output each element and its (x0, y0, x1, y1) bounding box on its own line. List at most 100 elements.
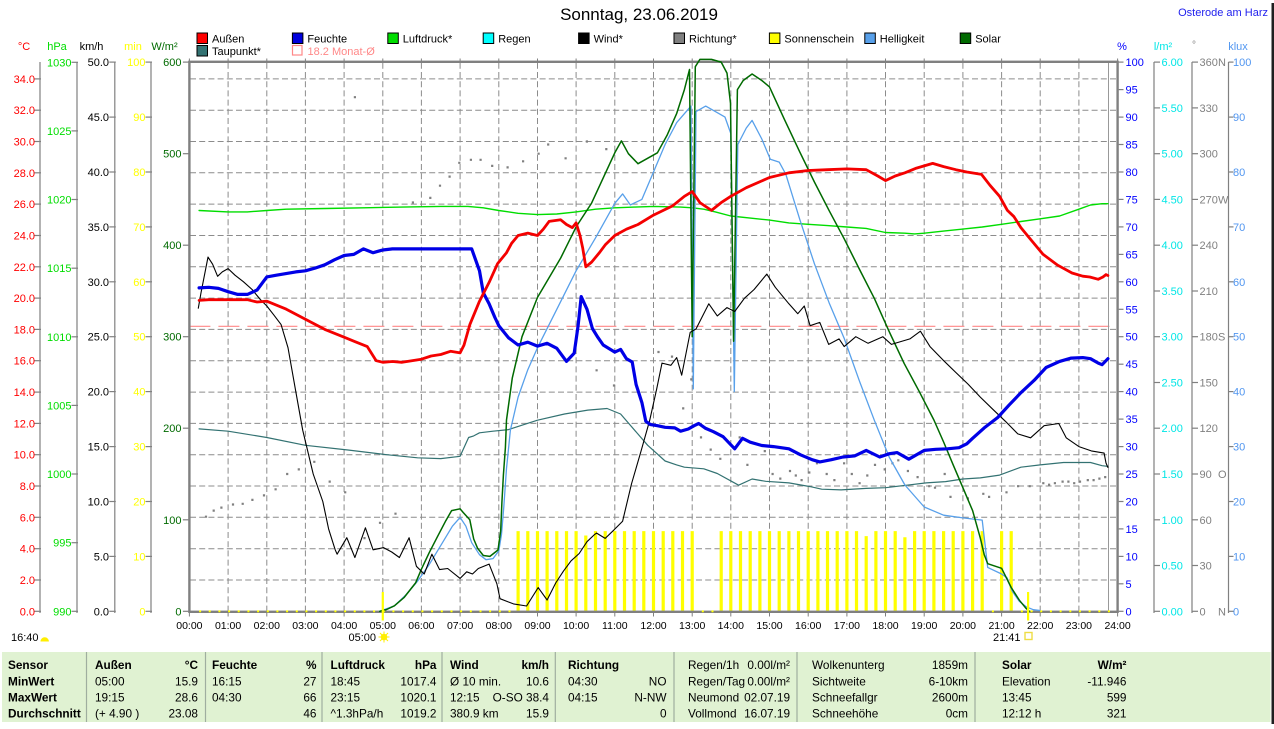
svg-text:l/m²: l/m² (1154, 41, 1173, 53)
svg-text:^1.3hPa/h: ^1.3hPa/h (331, 707, 384, 721)
svg-text:599: 599 (1107, 691, 1127, 705)
svg-text:321: 321 (1107, 707, 1127, 721)
svg-text:30.0: 30.0 (14, 137, 35, 149)
svg-text:30: 30 (1126, 442, 1138, 454)
svg-text:Schneefallgr: Schneefallgr (812, 691, 878, 705)
svg-text:18:45: 18:45 (331, 674, 361, 688)
svg-text:20: 20 (133, 497, 145, 509)
svg-text:400: 400 (163, 240, 181, 252)
svg-text:2600m: 2600m (932, 691, 968, 705)
svg-text:Elevation: Elevation (1002, 674, 1051, 688)
svg-text:3.50: 3.50 (1162, 286, 1183, 298)
svg-text:24:00: 24:00 (1104, 620, 1130, 632)
svg-text:50: 50 (1233, 332, 1245, 344)
svg-text:km/h: km/h (80, 41, 104, 53)
svg-text:13:45: 13:45 (1002, 691, 1032, 705)
svg-text:5: 5 (1126, 579, 1132, 591)
svg-text:10.6: 10.6 (526, 674, 549, 688)
svg-text:16:40: 16:40 (11, 632, 39, 644)
svg-text:Außen: Außen (212, 34, 244, 46)
svg-text:100: 100 (1233, 57, 1251, 69)
svg-text:0.0: 0.0 (20, 606, 35, 618)
svg-text:6.00: 6.00 (1162, 57, 1183, 69)
svg-text:W: W (1218, 194, 1229, 206)
svg-text:90: 90 (133, 112, 145, 124)
svg-text:4.00: 4.00 (1162, 240, 1183, 252)
svg-text:0cm: 0cm (946, 707, 968, 721)
svg-text:11:00: 11:00 (602, 620, 628, 632)
svg-text:1015: 1015 (47, 263, 71, 275)
svg-text:-11.946: -11.946 (1087, 674, 1127, 688)
svg-text:1020.1: 1020.1 (400, 691, 436, 705)
svg-text:12:15: 12:15 (450, 691, 480, 705)
svg-text:70: 70 (1233, 222, 1245, 234)
svg-text:Neumond: Neumond (688, 691, 739, 705)
svg-text:35.0: 35.0 (88, 222, 109, 234)
svg-text:26.0: 26.0 (14, 199, 35, 211)
svg-text:210: 210 (1200, 286, 1218, 298)
svg-text:20.0: 20.0 (14, 293, 35, 305)
svg-text:Feuchte: Feuchte (307, 34, 347, 46)
svg-text:16.0: 16.0 (14, 356, 35, 368)
svg-text:Luftdruck: Luftdruck (331, 658, 386, 672)
svg-text:70: 70 (133, 222, 145, 234)
svg-text:Wind: Wind (450, 658, 479, 672)
svg-text:60: 60 (1126, 277, 1138, 289)
svg-text:min: min (124, 41, 142, 53)
svg-text:0.00l/m²: 0.00l/m² (747, 674, 790, 688)
svg-text:04:15: 04:15 (568, 691, 598, 705)
svg-text:Regen: Regen (498, 34, 530, 46)
svg-text:18.0: 18.0 (14, 324, 35, 336)
svg-text:1020: 1020 (47, 195, 71, 207)
svg-text:hPa: hPa (47, 41, 67, 53)
svg-text:17:00: 17:00 (834, 620, 860, 632)
svg-text:18:00: 18:00 (872, 620, 898, 632)
svg-text:Osterode am Harz: Osterode am Harz (1178, 7, 1268, 19)
svg-text:50.0: 50.0 (88, 57, 109, 69)
svg-text:600: 600 (163, 57, 181, 69)
svg-text:05:00: 05:00 (370, 620, 396, 632)
svg-text:Außen: Außen (95, 658, 132, 672)
svg-text:10.0: 10.0 (88, 497, 109, 509)
svg-text:5.0: 5.0 (94, 551, 109, 563)
svg-text:1030: 1030 (47, 57, 71, 69)
svg-text:1010: 1010 (47, 332, 71, 344)
svg-text:%: % (1117, 41, 1127, 53)
svg-text:15: 15 (1126, 524, 1138, 536)
svg-text:180: 180 (1200, 332, 1218, 344)
svg-text:°C: °C (185, 658, 199, 672)
svg-text:1.50: 1.50 (1162, 469, 1183, 481)
svg-text:22.0: 22.0 (14, 262, 35, 274)
svg-text:05:00: 05:00 (348, 632, 376, 644)
svg-text:01:00: 01:00 (215, 620, 241, 632)
svg-text:0: 0 (1200, 606, 1206, 618)
svg-text:23:00: 23:00 (1066, 620, 1092, 632)
svg-text:1859m: 1859m (932, 658, 968, 672)
svg-text:03:00: 03:00 (292, 620, 318, 632)
svg-text:330: 330 (1200, 103, 1218, 115)
svg-text:45: 45 (1126, 359, 1138, 371)
svg-text:360: 360 (1200, 57, 1218, 69)
svg-text:°C: °C (18, 41, 30, 53)
svg-text:05:00: 05:00 (95, 674, 125, 688)
svg-text:0: 0 (139, 606, 145, 618)
svg-text:0.0: 0.0 (94, 606, 109, 618)
svg-text:Wind*: Wind* (594, 34, 624, 46)
svg-text:Sonnenschein: Sonnenschein (784, 34, 854, 46)
svg-text:270: 270 (1200, 194, 1218, 206)
svg-text:32.0: 32.0 (14, 105, 35, 117)
svg-text:80: 80 (1233, 167, 1245, 179)
svg-text:50: 50 (133, 332, 145, 344)
svg-text:20: 20 (1126, 497, 1138, 509)
svg-text:Durchschnitt: Durchschnitt (8, 707, 81, 721)
svg-text:100: 100 (163, 515, 181, 527)
svg-text:4.0: 4.0 (20, 544, 35, 556)
svg-text:40: 40 (1126, 387, 1138, 399)
svg-text:120: 120 (1200, 423, 1218, 435)
svg-text:60: 60 (1200, 515, 1212, 527)
svg-text:2.00: 2.00 (1162, 423, 1183, 435)
svg-text:240: 240 (1200, 240, 1218, 252)
svg-text:0.00l/m²: 0.00l/m² (747, 658, 790, 672)
svg-text:20.0: 20.0 (88, 387, 109, 399)
svg-text:20:00: 20:00 (950, 620, 976, 632)
